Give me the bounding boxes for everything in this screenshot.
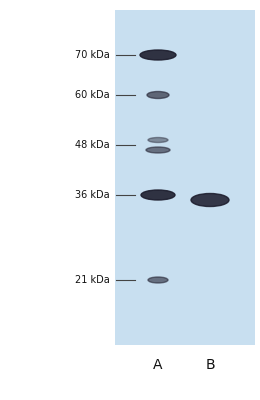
Ellipse shape [140, 50, 176, 60]
Text: 48 kDa: 48 kDa [75, 140, 110, 150]
Text: 60 kDa: 60 kDa [75, 90, 110, 100]
Text: 36 kDa: 36 kDa [75, 190, 110, 200]
Text: A: A [153, 358, 163, 372]
Bar [115, 10, 255, 345]
Text: 70 kDa: 70 kDa [75, 50, 110, 60]
Text: B: B [205, 358, 215, 372]
Text: 21 kDa: 21 kDa [75, 275, 110, 285]
Ellipse shape [147, 92, 169, 98]
Ellipse shape [148, 138, 168, 142]
Ellipse shape [141, 190, 175, 200]
Ellipse shape [148, 277, 168, 283]
Ellipse shape [146, 147, 170, 153]
Ellipse shape [191, 194, 229, 206]
